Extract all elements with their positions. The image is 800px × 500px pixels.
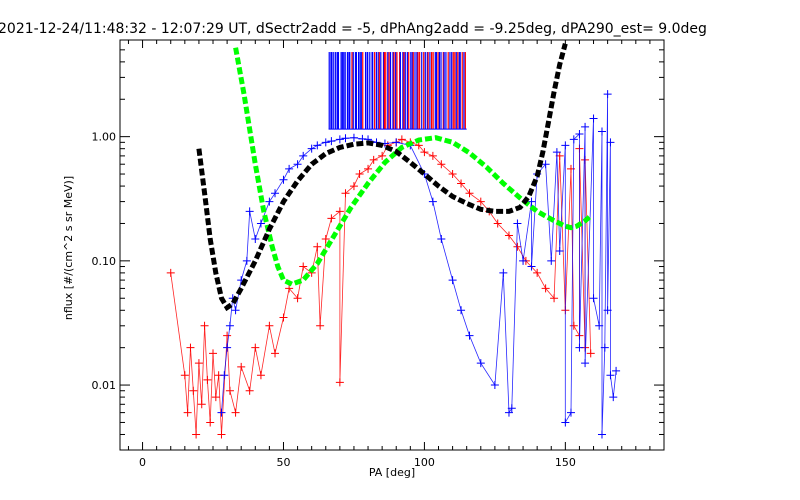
x-tick-label: 50 (276, 456, 290, 469)
y-tick-label: 0.10 (92, 255, 117, 268)
chart-canvas: 2021-12-24/11:48:32 - 12:07:29 UT, dSect… (0, 0, 800, 500)
x-axis-label: PA [deg] (369, 466, 415, 479)
x-tick-label: 150 (555, 456, 576, 469)
chart-title: 2021-12-24/11:48:32 - 12:07:29 UT, dSect… (0, 21, 707, 37)
x-tick-label: 0 (139, 456, 146, 469)
y-axis-label: nflux [#/(cm^2 s sr MeV)] (62, 176, 75, 320)
y-tick-label: 0.01 (92, 379, 117, 392)
y-tick-label: 1.00 (92, 131, 117, 144)
x-tick-label: 100 (414, 456, 435, 469)
